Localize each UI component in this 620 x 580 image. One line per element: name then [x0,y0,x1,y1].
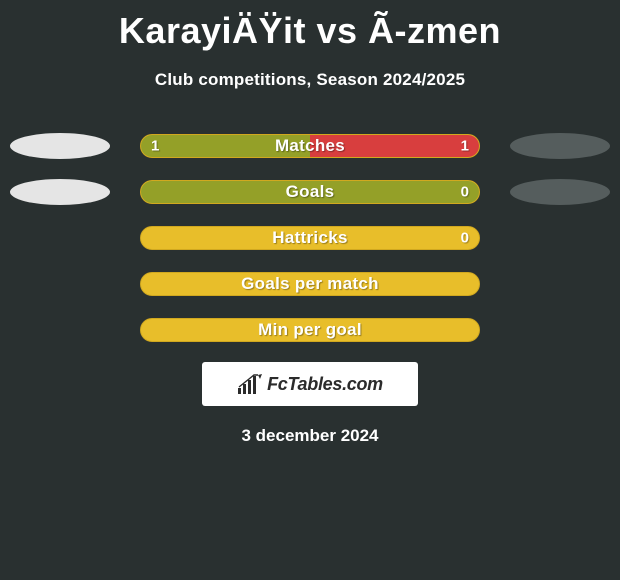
bar-value-right: 1 [461,138,469,155]
bar-track: 0Hattricks [140,226,480,250]
comparison-widget: KarayiÄŸit vs Ã-zmen Club competitions, … [0,0,620,580]
bar-track: Min per goal [140,318,480,342]
bar-label: Hattricks [141,228,479,248]
subtitle: Club competitions, Season 2024/2025 [0,70,620,90]
logo-text: FcTables.com [267,374,383,395]
stat-rows: 11Matches0Goals0HattricksGoals per match… [0,132,620,344]
bar-value-left: 1 [151,138,159,155]
left-ellipse [10,179,110,205]
bar-fill-right [310,135,479,157]
date-line: 3 december 2024 [0,426,620,446]
bar-value-right: 0 [461,184,469,201]
right-ellipse [510,179,610,205]
stat-row: Goals per match [0,270,620,298]
stat-row: 0Goals [0,178,620,206]
page-title: KarayiÄŸit vs Ã-zmen [0,0,620,52]
bar-track: Goals per match [140,272,480,296]
bar-fill-left [141,135,310,157]
left-ellipse [10,133,110,159]
bar-track: 0Goals [140,180,480,204]
logo-box[interactable]: FcTables.com [202,362,418,406]
bar-label: Goals per match [141,274,479,294]
bar-fill-left [141,181,479,203]
stat-row: 0Hattricks [0,224,620,252]
bar-label: Min per goal [141,320,479,340]
stat-row: 11Matches [0,132,620,160]
logo-bars-icon [237,374,263,394]
right-ellipse [510,133,610,159]
logo-inner: FcTables.com [237,374,383,395]
bar-track: 11Matches [140,134,480,158]
stat-row: Min per goal [0,316,620,344]
bar-value-right: 0 [461,230,469,247]
